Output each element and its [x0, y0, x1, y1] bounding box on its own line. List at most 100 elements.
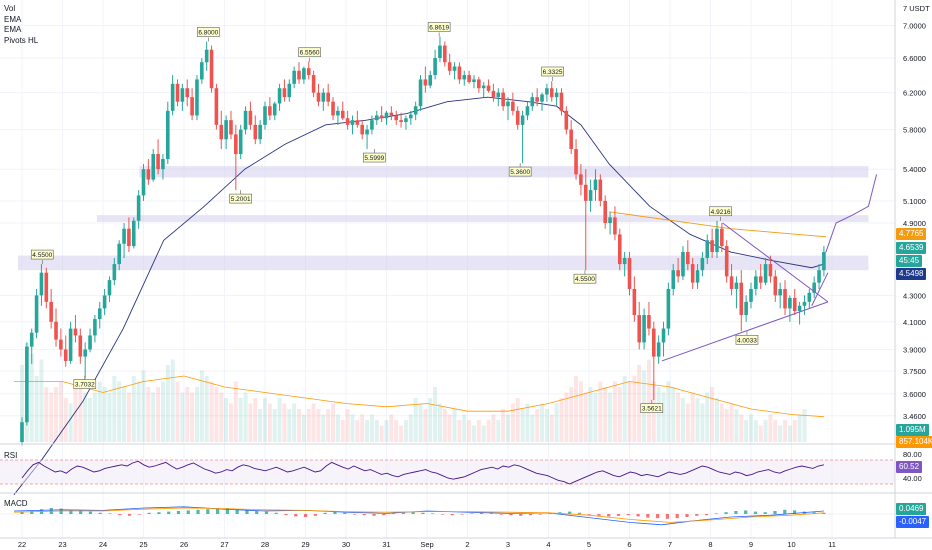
volume-bar	[394, 420, 399, 442]
volume-bar	[214, 387, 219, 442]
macd-hist-bar	[245, 510, 249, 514]
volume-bar	[428, 398, 433, 442]
pivot-box	[229, 193, 252, 204]
volume-bar	[608, 392, 613, 442]
volume-bar	[369, 414, 374, 442]
macd-hist-bar	[548, 513, 552, 514]
volume-bar	[680, 398, 685, 442]
macd-hist-bar	[519, 514, 523, 516]
volume-bar	[301, 414, 306, 442]
volume-bar	[34, 376, 39, 442]
candle-body	[686, 252, 690, 265]
volume-bar	[97, 381, 102, 442]
pivot-label: 6.8619	[429, 24, 449, 31]
volume-bar	[744, 420, 749, 442]
macd-hist-bar	[499, 514, 503, 515]
currency-label[interactable]: 7 USDT	[903, 4, 930, 13]
candle-body	[292, 70, 296, 84]
y-tick-label: 3.7500	[903, 367, 926, 376]
candle-body	[219, 124, 224, 140]
candle-body	[540, 94, 544, 102]
macd-hist-bar	[186, 510, 190, 514]
candle-body	[170, 83, 175, 111]
legend-item-pivots[interactable]: Pivots HL	[4, 35, 39, 45]
volume-bar	[637, 365, 642, 442]
volume-bar	[146, 387, 151, 442]
legend-item-ema-1[interactable]: EMA	[4, 14, 22, 24]
candle-body	[112, 264, 117, 281]
macd-hist-bar	[411, 512, 415, 514]
candle-body	[404, 118, 408, 123]
volume-bar	[574, 376, 579, 442]
macd-hist-bar	[489, 513, 494, 514]
volume-bar	[452, 409, 457, 442]
candle-body	[744, 301, 748, 316]
candle-body	[253, 124, 258, 140]
macd-hist-bar	[392, 513, 396, 514]
volume-ma-tag: 857.104K	[896, 436, 932, 448]
candle-body	[817, 270, 821, 283]
volume-bar	[423, 409, 428, 442]
macd-hist-bar	[382, 514, 386, 516]
candle-body	[195, 79, 199, 116]
candle-body	[491, 90, 496, 98]
candle-body	[29, 332, 34, 347]
candle-body	[583, 184, 588, 201]
macd-hist-bar	[264, 511, 269, 514]
candle-body	[44, 272, 49, 302]
volume-bar	[277, 398, 282, 442]
rsi-label: RSI	[4, 451, 18, 460]
x-tick-label: 27	[220, 540, 228, 549]
candle-body	[243, 110, 248, 130]
volume-bar	[175, 381, 180, 442]
candle-body	[409, 114, 413, 119]
candle-body	[681, 252, 685, 277]
macd-hist-bar	[675, 514, 679, 519]
candle-body	[268, 106, 272, 116]
legend-item-ema-2[interactable]: EMA	[4, 25, 22, 34]
candle-body	[666, 288, 671, 329]
candle-body	[394, 115, 399, 121]
support-resistance-zones	[17, 166, 869, 271]
candle-body	[632, 288, 637, 316]
macd-hist-bar	[167, 511, 171, 514]
volume-bar	[802, 409, 807, 442]
candle-body	[574, 149, 578, 175]
x-tick-label: Sep	[420, 540, 433, 549]
macd-hist-bar	[127, 514, 132, 516]
volume-bar	[248, 403, 253, 442]
macd-hist-bar	[665, 514, 670, 519]
volume-bar	[749, 414, 753, 442]
candle-body	[554, 92, 559, 98]
volume-bar	[724, 409, 729, 442]
candles[interactable]	[20, 36, 826, 446]
volume-bar	[467, 420, 472, 442]
volume-bar	[491, 414, 496, 442]
candle-body	[778, 288, 782, 296]
candle-body	[457, 66, 462, 80]
candle-body	[190, 97, 194, 116]
volume-bar	[326, 409, 331, 442]
candle-body	[331, 101, 335, 116]
y-tick-label: 4.1000	[903, 318, 926, 327]
volume-bar	[457, 420, 462, 442]
candle-body	[336, 110, 340, 116]
candle-body	[676, 270, 680, 277]
volume-bar	[510, 403, 515, 442]
volume-bar	[690, 392, 695, 442]
volume-bar	[219, 392, 224, 442]
volume-bar	[569, 387, 574, 442]
price-zone	[139, 166, 869, 178]
candle-body	[49, 301, 53, 322]
macd-hist-bar	[695, 514, 699, 516]
pivot-label: 5.5999	[364, 155, 384, 162]
macd-hist-bar	[744, 510, 748, 514]
candle-body	[146, 169, 151, 180]
candle-body	[788, 297, 792, 309]
macd-hist-bar	[509, 514, 513, 516]
pivot-box	[363, 152, 386, 163]
macd-hist-bar	[480, 512, 484, 514]
legend-item-vol[interactable]: Vol	[4, 4, 16, 13]
macd-hist-bar	[792, 510, 797, 514]
